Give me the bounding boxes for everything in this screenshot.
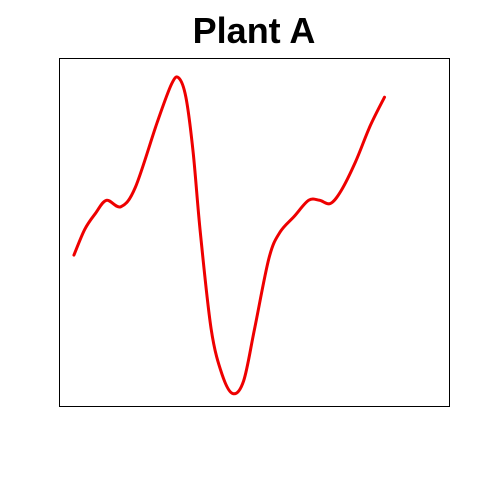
chart-title: Plant A (193, 10, 316, 51)
plot-frame (59, 58, 450, 407)
series-layer (72, 75, 386, 396)
series-line-1 (72, 75, 386, 396)
